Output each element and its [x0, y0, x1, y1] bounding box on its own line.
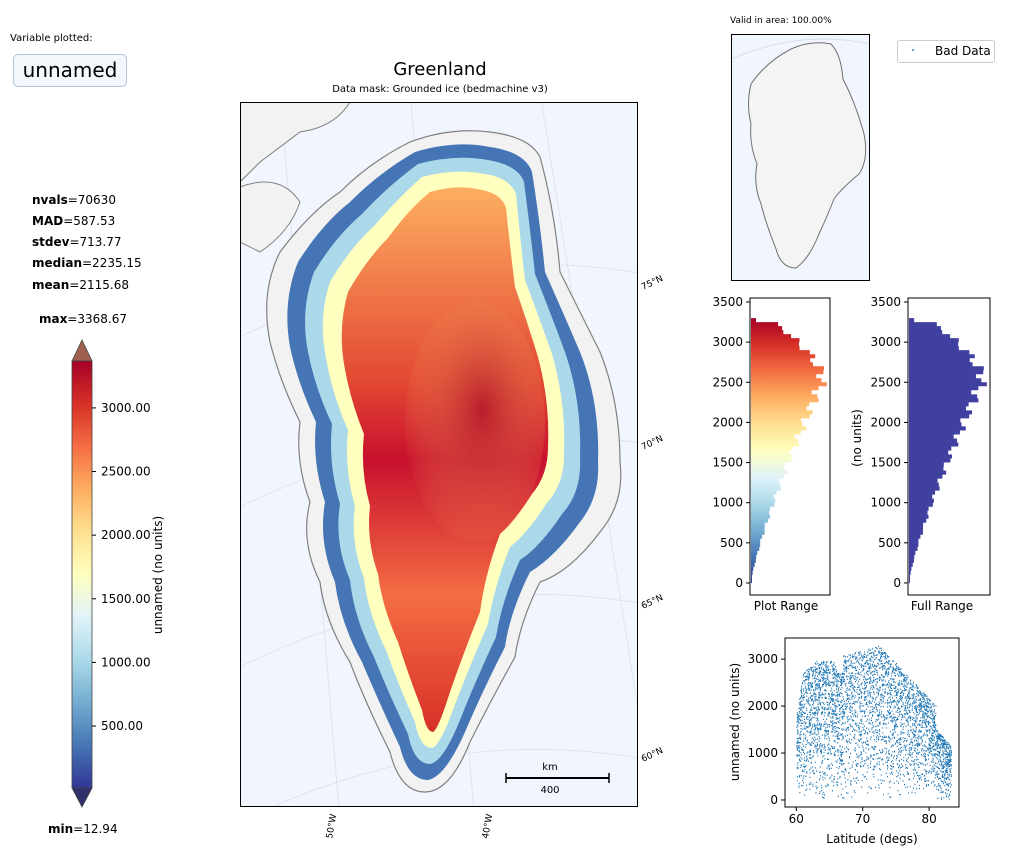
scatter-dots: [796, 645, 952, 801]
ice-summit-core: [405, 302, 545, 542]
scatter-ytick-label: 3000: [747, 652, 778, 666]
stat-mad: MAD=587.53: [32, 214, 116, 228]
colorbar-extend-top: [71, 339, 93, 362]
histogram-plot-range-xlabel: Plot Range: [754, 599, 818, 613]
histogram-tick-label: 3500: [870, 295, 901, 309]
scatter-points: [796, 645, 952, 801]
stat-median: median=2235.15: [32, 256, 142, 270]
scatter-ytick-label: 1000: [747, 746, 778, 760]
stat-stdev: stdev=713.77: [32, 235, 122, 249]
histogram-tick-label: 0: [735, 576, 743, 590]
scatter-frame: [784, 637, 960, 808]
ellesmere-land: [240, 181, 301, 253]
inset-map: [731, 34, 870, 281]
colorbar-tick-label: 2500.00: [101, 465, 151, 479]
stat-min: min=12.94: [48, 822, 118, 836]
colorbar-tick-label: 500.00: [101, 719, 143, 733]
scatter-panel: 60 70 80 0 1000 2000 3000 Latitude (degs) unna…: [728, 637, 960, 846]
scatter-xtick-label: 60: [789, 812, 804, 826]
colorbar-tick-label: 2000.00: [101, 528, 151, 542]
colorbar: 500.00 1000.00 1500.00 2000.00 2500.00 3000.0…: [71, 339, 165, 808]
histogram-tick-label: 500: [720, 536, 743, 550]
histogram-tick-label: 1000: [870, 496, 901, 510]
map-subtitle: Data mask: Grounded ice (bedmachine v3): [332, 84, 548, 95]
variable-name-box: unnamed: [13, 54, 127, 87]
histogram-tick-label: 0: [893, 576, 901, 590]
histogram-tick-label: 2500: [712, 375, 743, 389]
stat-max: max=3368.67: [39, 312, 128, 326]
histogram-tick-label: 2000: [712, 415, 743, 429]
histogram-tick-label: 2000: [870, 415, 901, 429]
histogram-full-range-frame: [907, 297, 991, 596]
histogram-full-range-ylabel: (no units): [850, 409, 864, 467]
histogram-tick-label: 500: [878, 536, 901, 550]
histogram-tick-label: 3500: [712, 295, 743, 309]
scatter-ytick-label: 2000: [747, 699, 778, 713]
map-graticule-labels: 75°N 70°N 65°N 60°N 50°W 40°W: [325, 274, 665, 839]
histogram-tick-label: 3000: [712, 335, 743, 349]
colorbar-label: unnamed (no units): [151, 516, 165, 634]
scale-bar: km 400: [505, 762, 610, 796]
scale-bar-value: 400: [540, 785, 559, 796]
legend-label: Bad Data: [935, 44, 991, 58]
histogram-full-range-xlabel: Full Range: [911, 599, 973, 613]
colorbar-tick-label: 1000.00: [101, 655, 151, 669]
stat-mean: mean=2115.68: [32, 278, 129, 292]
lat-label-70: 70°N: [640, 434, 665, 453]
colorbar-extend-bottom: [71, 787, 93, 808]
histogram-full-range-bars: [909, 318, 987, 583]
scatter-xtick-label: 70: [855, 812, 870, 826]
scale-bar-unit: km: [542, 762, 558, 773]
map-title: Greenland: [393, 59, 487, 80]
histogram-plot-range-bars: [751, 318, 827, 583]
variable-plotted-label: Variable plotted:: [10, 33, 93, 44]
colorbar-body: [71, 360, 93, 789]
lat-label-75: 75°N: [640, 274, 665, 293]
legend-marker: [912, 49, 914, 51]
histogram-plot-range-frame: [749, 297, 831, 596]
valid-area-label: Valid in area: 100.00%: [730, 16, 832, 26]
stat-nvals: nvals=70630: [32, 193, 116, 207]
canada-land: [240, 102, 351, 183]
lat-label-60: 60°N: [640, 746, 665, 765]
lat-label-65: 65°N: [640, 593, 665, 612]
histogram-tick-label: 1000: [712, 496, 743, 510]
legend: Bad Data: [897, 40, 995, 63]
histogram-tick-label: 3000: [870, 335, 901, 349]
greenland-map: km 400: [240, 102, 638, 807]
histogram-tick-label: 2500: [870, 375, 901, 389]
scatter-ylabel: unnamed (no units): [728, 663, 742, 781]
colorbar-tick-label: 1500.00: [101, 592, 151, 606]
scatter-xlabel: Latitude (degs): [826, 832, 917, 846]
colorbar-tick-label: 3000.00: [101, 401, 151, 415]
lon-label-40: 40°W: [481, 813, 495, 839]
scatter-xtick-label: 80: [921, 812, 936, 826]
scatter-ytick-label: 0: [770, 793, 778, 807]
histogram-tick-label: 1500: [712, 456, 743, 470]
histogram-tick-label: 1500: [870, 456, 901, 470]
inset-greenland: [748, 42, 867, 269]
histogram-plot-range: 0 500 1000 1500 2000 2500 3000 3500 Plot Range: [712, 295, 831, 613]
lon-label-50: 50°W: [325, 813, 339, 839]
